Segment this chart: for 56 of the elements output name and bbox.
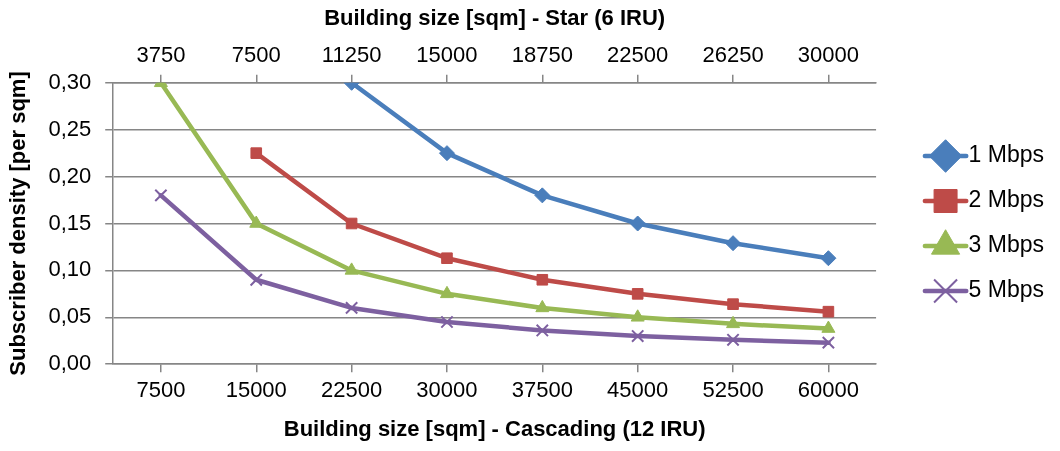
x2-tick-label: 11250 <box>321 41 382 67</box>
point <box>726 315 741 329</box>
x-tick-label: 60000 <box>797 377 859 403</box>
point <box>726 333 740 347</box>
point <box>535 323 549 338</box>
point <box>440 315 454 329</box>
x2-axis-title: Building size [sqm] - Star (6 IRU) <box>324 5 666 31</box>
x2-tick-label: 18750 <box>511 41 573 67</box>
x2-tick-label: 3750 <box>136 41 186 67</box>
point <box>822 305 835 318</box>
y-axis-title: Subscriber density [per sqm] <box>5 71 31 376</box>
point <box>536 273 549 286</box>
y-tick-label: 0,10 <box>48 256 92 282</box>
point <box>821 335 836 350</box>
y-tick-label: 0,15 <box>48 209 92 235</box>
point <box>821 320 836 333</box>
x-tick-label: 30000 <box>416 377 478 403</box>
x-tick-label: 45000 <box>607 377 669 403</box>
point <box>629 215 646 232</box>
point <box>441 252 453 265</box>
y-tick-label: 0,05 <box>48 303 92 329</box>
point <box>344 262 359 275</box>
x-tick-label: 22500 <box>321 377 383 403</box>
point <box>250 147 263 159</box>
point <box>249 273 263 287</box>
x2-tick-label: 30000 <box>797 41 859 67</box>
point <box>820 250 837 267</box>
y-tick-label: 0,30 <box>48 68 92 94</box>
legend-label: 5 Mbps <box>968 276 1045 303</box>
y-tick-label: 0,20 <box>48 162 92 188</box>
point <box>535 299 550 313</box>
legend-label: 2 Mbps <box>968 186 1045 213</box>
x2-tick-label: 15000 <box>416 41 478 67</box>
x-tick-label: 37500 <box>511 377 573 403</box>
point <box>725 235 742 252</box>
x2-tick-label: 7500 <box>231 41 281 67</box>
x2-tick-label: 22500 <box>607 41 669 67</box>
point <box>439 285 454 299</box>
point <box>631 329 645 343</box>
legend-label: 1 Mbps <box>968 141 1045 168</box>
x2-tick-label: 26250 <box>702 41 764 67</box>
x-tick-label: 7500 <box>136 377 186 403</box>
point <box>630 309 645 322</box>
point <box>534 187 551 204</box>
point <box>345 217 358 230</box>
point <box>727 298 739 310</box>
point <box>344 301 359 315</box>
x-tick-label: 52500 <box>702 377 764 403</box>
legend-label: 3 Mbps <box>968 231 1045 258</box>
y-tick-label: 0,00 <box>48 350 92 376</box>
x-axis-title: Building size [sqm] - Cascading (12 IRU) <box>283 415 706 441</box>
y-tick-label: 0,25 <box>48 115 92 141</box>
point <box>154 188 168 203</box>
x-tick-label: 15000 <box>225 377 287 403</box>
point <box>438 145 455 162</box>
point <box>631 288 644 300</box>
